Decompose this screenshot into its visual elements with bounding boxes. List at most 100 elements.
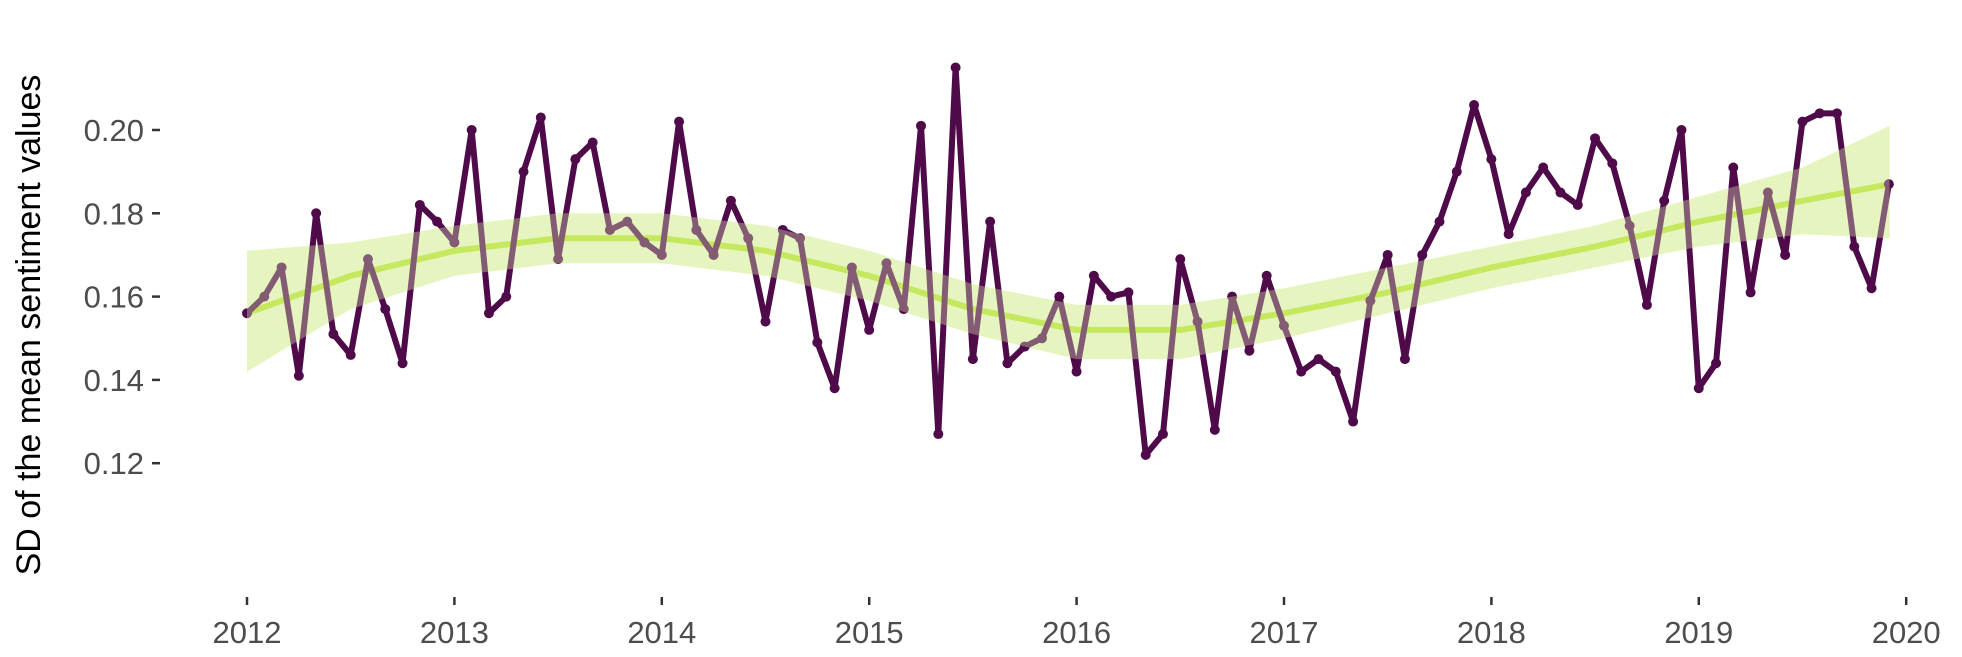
data-point — [345, 349, 356, 360]
y-tick-label: 0.16 — [84, 280, 144, 315]
data-point — [881, 258, 892, 269]
data-point — [1780, 249, 1791, 260]
data-point — [967, 354, 978, 365]
data-point — [1762, 187, 1773, 198]
data-point — [1330, 366, 1341, 377]
x-tick-label: 2012 — [213, 615, 282, 650]
data-point — [1590, 133, 1601, 144]
data-point — [1106, 291, 1117, 302]
data-point — [1261, 270, 1272, 281]
data-point — [1486, 154, 1497, 165]
data-point — [829, 383, 840, 394]
data-point — [362, 254, 373, 265]
x-tick-label: 2015 — [835, 615, 904, 650]
data-point — [1849, 241, 1860, 252]
data-point — [242, 308, 252, 319]
data-point — [1157, 429, 1168, 440]
data-point — [1728, 162, 1739, 173]
data-point — [1123, 287, 1134, 298]
data-point — [1538, 162, 1549, 173]
data-point — [1832, 108, 1843, 119]
data-point — [1572, 199, 1583, 210]
data-point — [1434, 216, 1445, 227]
data-point — [795, 233, 806, 244]
x-tick-label: 2019 — [1664, 615, 1733, 650]
data-point — [864, 324, 875, 335]
data-point — [553, 254, 564, 265]
data-point — [311, 208, 322, 219]
data-point — [535, 112, 546, 123]
x-tick-label: 2018 — [1457, 615, 1526, 650]
data-point — [691, 224, 702, 235]
data-point — [1624, 220, 1635, 231]
data-point — [1693, 383, 1704, 394]
data-point — [985, 216, 996, 227]
data-point — [414, 199, 425, 210]
data-point — [1451, 166, 1462, 177]
data-point — [1607, 158, 1618, 169]
data-point — [760, 316, 771, 327]
data-point — [449, 237, 460, 248]
data-point — [1209, 424, 1220, 435]
data-point — [276, 262, 287, 273]
data-point — [293, 370, 304, 381]
series-line — [244, 64, 1892, 458]
data-point — [1019, 341, 1030, 352]
data-point — [1399, 354, 1410, 365]
data-point — [639, 237, 650, 248]
data-point — [622, 216, 633, 227]
data-point — [397, 358, 408, 369]
data-point — [1883, 179, 1894, 190]
data-point — [1382, 249, 1393, 260]
data-point — [1365, 295, 1376, 306]
data-point — [518, 166, 529, 177]
x-tick-label: 2017 — [1250, 615, 1319, 650]
data-point — [1192, 316, 1203, 327]
y-axis-label: SD of the mean sentiment values — [10, 75, 48, 576]
data-point — [708, 249, 719, 260]
data-point — [1140, 449, 1151, 460]
data-point — [1313, 354, 1324, 365]
data-point — [1641, 299, 1652, 310]
data-point — [916, 120, 927, 131]
x-axis: 2012 2013 2014 2015 2016 2017 2018 2019 2020 — [213, 597, 1941, 650]
y-tick-label: 0.14 — [84, 363, 144, 398]
data-point — [898, 304, 909, 315]
data-point — [846, 262, 857, 273]
data-point — [1002, 358, 1013, 369]
data-point — [587, 137, 598, 148]
data-point — [743, 233, 754, 244]
data-point — [483, 308, 494, 319]
y-tick-label: 0.12 — [84, 446, 144, 481]
data-point — [1054, 291, 1065, 302]
data-point — [1745, 287, 1756, 298]
data-series — [242, 62, 1894, 460]
data-point — [328, 329, 339, 340]
data-point — [1676, 125, 1687, 135]
y-tick-label: 0.18 — [84, 196, 144, 231]
x-tick-label: 2016 — [1042, 615, 1111, 650]
data-point — [1071, 366, 1082, 377]
data-point — [380, 304, 391, 315]
data-point — [1797, 116, 1808, 127]
data-point — [1711, 358, 1722, 369]
data-point — [777, 224, 788, 235]
data-point — [950, 62, 961, 73]
data-point — [1417, 249, 1428, 260]
data-point — [1348, 416, 1359, 427]
data-point — [656, 249, 667, 260]
data-point — [1244, 345, 1255, 356]
data-point — [1520, 187, 1531, 198]
data-point — [725, 195, 736, 206]
data-point — [1866, 283, 1877, 294]
data-point — [674, 116, 685, 127]
data-point — [1278, 320, 1289, 331]
data-point — [570, 154, 581, 165]
data-point — [1227, 291, 1238, 302]
data-point — [1469, 100, 1480, 111]
x-tick-label: 2014 — [627, 615, 696, 650]
y-axis: 0.12 0.14 0.16 0.18 0.20 — [84, 113, 160, 481]
data-point — [432, 216, 443, 227]
data-point — [1037, 333, 1048, 344]
